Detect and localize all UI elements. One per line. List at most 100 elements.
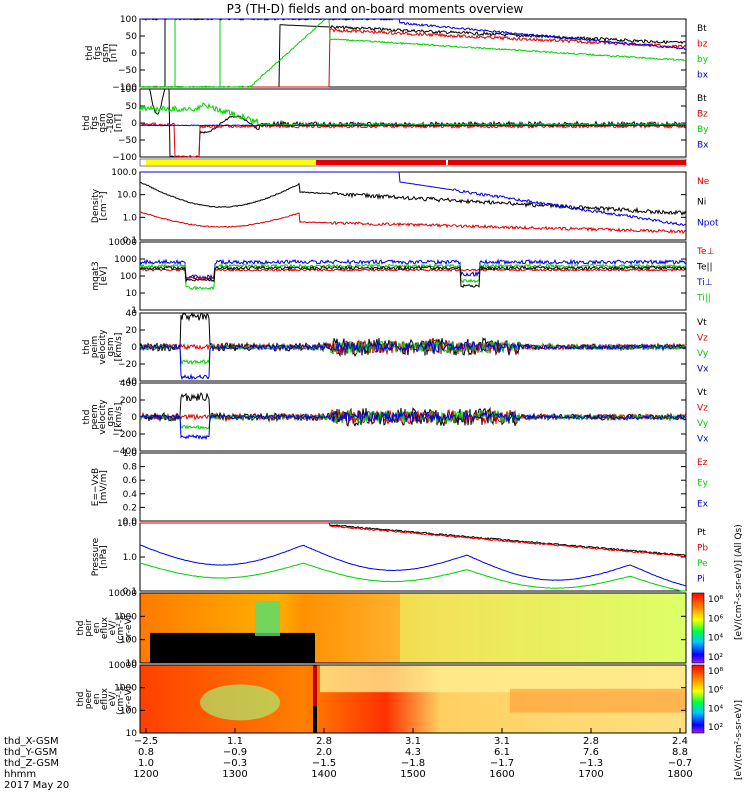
y-tick-label: 200 — [120, 396, 137, 406]
y-axis-label: eV/ — [108, 620, 118, 636]
x-tick-label: −0.3 — [223, 758, 247, 769]
panel-density: 100.0 10.0 1.0 0.1 Density[cm⁻³] Ne Ni Npot — [91, 168, 719, 246]
spectrogram-region — [255, 601, 280, 636]
legend-entry: Bx — [697, 141, 709, 151]
y-tick-label: 0 — [131, 343, 137, 353]
y-tick-label: 0.1 — [123, 587, 137, 597]
y-axis-label: thd — [76, 621, 86, 636]
series-line — [139, 124, 687, 127]
y-axis-label: velocity — [98, 399, 108, 435]
legend-entry: Npot — [697, 218, 719, 228]
y-tick-label: 0 — [131, 413, 137, 423]
legend-entry: Ti⊥ — [696, 278, 713, 288]
spectrogram-region — [510, 688, 686, 713]
series-line — [140, 522, 687, 557]
y-axis-label: peer — [84, 688, 94, 709]
y-axis-label: Density — [91, 188, 101, 223]
y-axis-label: (cm²-s- — [116, 683, 126, 715]
y-axis-label: [nPa] — [99, 545, 109, 568]
legend-entry: Vy — [697, 419, 709, 429]
mode-bar-segment — [146, 160, 316, 165]
y-axis-label: thd — [82, 410, 92, 425]
legend-entry: Ex — [697, 499, 709, 509]
y-axis-label: en — [92, 693, 102, 704]
legend-entry: Ti|| — [696, 294, 711, 304]
y-tick-label: 0 — [131, 119, 137, 129]
series-line — [140, 24, 687, 88]
y-tick-label: 1.0 — [123, 553, 138, 563]
y-tick-label: 0.1 — [123, 236, 137, 246]
x-axis-row-label: thd_Y-GSM — [4, 747, 57, 758]
spectrogram-region — [320, 665, 686, 693]
legend-entry: Ne — [697, 177, 710, 187]
colorbar-tick: 10⁶ — [708, 686, 723, 696]
y-axis-label: gsm — [101, 43, 111, 62]
colorbar-tick: 10⁸ — [708, 667, 723, 677]
legend-entry: Ni — [697, 198, 706, 208]
y-tick-label: 400 — [120, 379, 137, 389]
series-line — [139, 181, 687, 216]
colorbar-label: [eV/(cm²-s-sr-eV)] (All Qs) — [734, 524, 744, 640]
series-line — [139, 211, 687, 235]
y-axis-label: [cm⁻³] — [99, 191, 109, 220]
legend-entry: Ey — [697, 479, 709, 489]
panel-pressure: 10.0 1.0 0.1 Pressure[nPa] Pt Pb Pe Pi — [91, 519, 708, 597]
x-tick-label: −1.8 — [401, 758, 425, 769]
legend-entry: Te|| — [696, 263, 713, 273]
panel-frame — [139, 241, 687, 311]
spectrogram-region — [300, 632, 315, 663]
y-axis-label: velocity — [98, 329, 108, 365]
x-tick-label: 2.4 — [672, 736, 688, 747]
y-axis-label: E=−VxB — [91, 468, 101, 506]
y-tick-label: 100 — [120, 636, 137, 646]
legend-entry: Vt — [697, 318, 707, 328]
y-tick-label: 100 — [120, 15, 137, 25]
panel-electron_spectrogram: 10⁸ 10⁶ 10⁴ 10² [eV/(cm²-s-sr-eV)] 10000 1000 1… — [76, 661, 744, 780]
x-tick-label: 1600 — [489, 769, 514, 780]
x-axis-row-label: hhmm — [4, 769, 36, 780]
y-axis-label: peir — [84, 619, 94, 637]
y-tick-label: 10000 — [108, 661, 137, 671]
x-tick-label: 1.0 — [138, 758, 154, 769]
y-tick-label: 10.0 — [117, 519, 137, 529]
y-axis-label: mqat3 — [91, 261, 101, 290]
legend-entry: bz — [697, 40, 708, 50]
y-tick-label: 20 — [126, 326, 138, 336]
chart-title: P3 (TH-D) fields and on-board moments ov… — [226, 2, 524, 16]
series-line — [140, 562, 686, 592]
y-tick-label: 1000 — [114, 684, 137, 694]
x-tick-label: 3.1 — [494, 736, 510, 747]
y-tick-label: 10000 — [108, 589, 137, 599]
y-axis-label: [km/s] — [114, 403, 124, 432]
mode-bar-segment — [316, 160, 446, 165]
series-line — [140, 522, 687, 558]
y-tick-label: 10000 — [108, 238, 137, 248]
y-axis-label: peem — [90, 404, 100, 430]
series-line — [139, 121, 687, 159]
y-tick-label: −100 — [112, 153, 137, 163]
legend-entry: Bz — [697, 110, 708, 120]
legend-entry: By — [697, 125, 709, 135]
y-tick-label: 1000 — [114, 612, 137, 622]
y-axis-label: gsm — [106, 407, 116, 426]
x-tick-label: 1300 — [222, 769, 247, 780]
x-tick-label: 8.8 — [672, 747, 688, 758]
y-axis-label: sr-eV) — [124, 686, 134, 712]
y-tick-label: 10.0 — [117, 191, 137, 201]
y-axis-label: eflux — [100, 616, 110, 639]
spectrogram-region — [313, 705, 317, 733]
panel-ion_spectrogram: 10⁸ 10⁶ 10⁴ 10² [eV/(cm²-s-sr-eV)] (All Qs) 1… — [76, 524, 744, 669]
y-axis-label: [mV/m] — [99, 470, 109, 504]
x-tick-label: 1500 — [400, 769, 425, 780]
y-axis-label: -180 — [106, 113, 116, 134]
y-tick-label: 100 — [120, 272, 137, 282]
y-axis-label: thd — [76, 692, 86, 707]
y-axis-label: [nT] — [109, 44, 119, 62]
x-tick-label: 3.1 — [405, 736, 421, 747]
y-axis-label: (cm²-s- — [116, 612, 126, 644]
x-tick-label: 1200 — [133, 769, 158, 780]
series-line — [139, 544, 686, 587]
